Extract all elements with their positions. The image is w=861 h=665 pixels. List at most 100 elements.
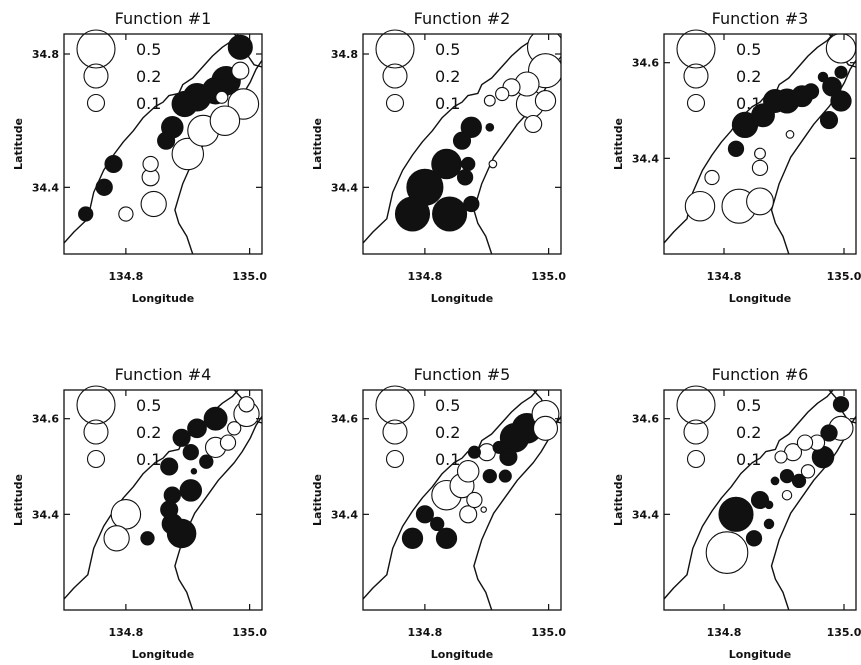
y-axis-label: Latitude: [612, 118, 625, 170]
bubble-positive: [764, 500, 774, 510]
bubble-negative: [495, 86, 510, 102]
bubble-positive: [415, 505, 434, 524]
bubble-positive: [745, 530, 763, 547]
bubble-negative: [534, 90, 557, 112]
x-tick-label: 135.0: [232, 270, 267, 283]
bubble-negative: [705, 531, 749, 574]
bubble-positive: [452, 131, 472, 150]
y-tick-label: 34.4: [632, 508, 659, 521]
legend-label: 0.2: [435, 423, 460, 442]
bubble-negative: [796, 434, 814, 451]
x-tick-label: 135.0: [827, 626, 861, 639]
bubble-layer: [705, 396, 854, 574]
legend-circle: [382, 419, 408, 445]
plot-frame: [663, 389, 857, 611]
legend-label: 0.5: [136, 396, 161, 415]
bubble-negative: [532, 415, 559, 441]
bubble-positive: [227, 34, 253, 60]
x-axis-label: Longitude: [729, 648, 791, 661]
x-tick-label: 134.8: [407, 626, 442, 639]
panel-6: Function #6 0.5 0.2 0.1 134.8 135.0 34.4 34.6 Lo…: [612, 365, 861, 661]
legend-circle: [76, 29, 116, 69]
bubble-negative: [684, 190, 716, 222]
legend-label: 0.5: [136, 40, 161, 59]
legend-circle: [686, 93, 706, 113]
bubble-negative: [774, 450, 788, 464]
y-axis-label: Latitude: [311, 118, 324, 170]
coastline-southeast: [473, 416, 561, 610]
bubble-positive: [485, 122, 495, 132]
size-legend: 0.5 0.2 0.1: [375, 385, 460, 469]
bubble-positive: [791, 473, 807, 489]
y-axis-label: Latitude: [612, 474, 625, 526]
coastline-southeast: [174, 416, 262, 610]
legend-circle: [385, 449, 405, 469]
bubble-negative: [785, 130, 795, 139]
y-axis-label: Latitude: [12, 474, 25, 526]
panel-title: Function #6: [712, 365, 809, 384]
legend-label: 0.2: [136, 67, 161, 86]
bubble-positive: [461, 156, 476, 172]
bubble-layer: [401, 399, 560, 549]
legend-circle: [683, 419, 709, 445]
bubble-negative: [800, 464, 816, 479]
size-legend: 0.5 0.2 0.1: [76, 29, 161, 113]
coastline-northwest: [64, 34, 239, 244]
bubble-positive: [750, 490, 770, 510]
bubble-negative: [825, 34, 856, 64]
panel-title: Function #2: [414, 9, 511, 28]
plot-frame: [663, 33, 857, 255]
coastline-southeast: [770, 416, 856, 610]
panel-1: Function #1 0.5 0.2 0.1 134.8 135.0 34.4 34.8 Lo…: [12, 9, 267, 305]
bubble-layer: [394, 34, 561, 232]
bubble-positive: [819, 111, 839, 130]
panel-title: Function #4: [115, 365, 212, 384]
legend-circle: [385, 93, 405, 113]
bubble-positive: [820, 424, 838, 442]
coastline-northwest: [664, 34, 834, 244]
bubble-positive: [95, 178, 113, 196]
x-tick-label: 134.8: [407, 270, 442, 283]
bubble-positive: [460, 116, 482, 138]
panel-4: Function #4 0.5 0.2 0.1 134.8 135.0 34.4 34.6 Lo…: [12, 365, 267, 661]
legend-label: 0.5: [736, 396, 761, 415]
y-tick-label: 34.8: [331, 48, 358, 61]
bubble-positive: [171, 90, 198, 118]
legend-circle: [676, 29, 716, 69]
bubble-positive: [499, 447, 518, 467]
x-tick-label: 135.0: [531, 270, 566, 283]
bubble-positive: [727, 140, 745, 157]
bubble-positive: [463, 195, 480, 213]
y-tick-label: 34.4: [331, 508, 358, 521]
plot-frame: [362, 389, 562, 611]
panel-3: Function #3 0.5 0.2 0.1 134.8 135.0 34.4 34.6 Lo…: [612, 9, 861, 305]
bubble-positive: [160, 500, 179, 519]
bubble-negative: [704, 169, 720, 186]
bubble-negative: [754, 147, 766, 160]
bubble-positive: [751, 103, 775, 128]
x-tick-label: 135.0: [232, 626, 267, 639]
legend-label: 0.5: [736, 40, 761, 59]
bubble-positive: [160, 457, 179, 476]
coastline-northwest: [664, 390, 834, 600]
legend-label: 0.2: [736, 423, 761, 442]
bubble-positive: [834, 65, 848, 79]
x-tick-label: 134.8: [108, 626, 143, 639]
plot-frame: [63, 389, 263, 611]
bubble-layer: [103, 396, 260, 552]
bubble-negative: [171, 137, 205, 171]
y-tick-label: 34.8: [32, 48, 59, 61]
legend-circle: [382, 63, 408, 89]
legend-circle: [83, 419, 109, 445]
plot-frame: [362, 33, 562, 255]
bubble-negative: [746, 187, 774, 216]
legend-label: 0.1: [736, 94, 761, 113]
legend-circle: [686, 449, 706, 469]
bubble-positive: [401, 527, 424, 549]
y-tick-label: 34.4: [32, 508, 59, 521]
legend-label: 0.1: [136, 450, 161, 469]
x-tick-label: 134.8: [108, 270, 143, 283]
bubble-positive: [78, 206, 94, 222]
legend-circle: [683, 63, 709, 89]
bubble-negative: [466, 491, 483, 509]
